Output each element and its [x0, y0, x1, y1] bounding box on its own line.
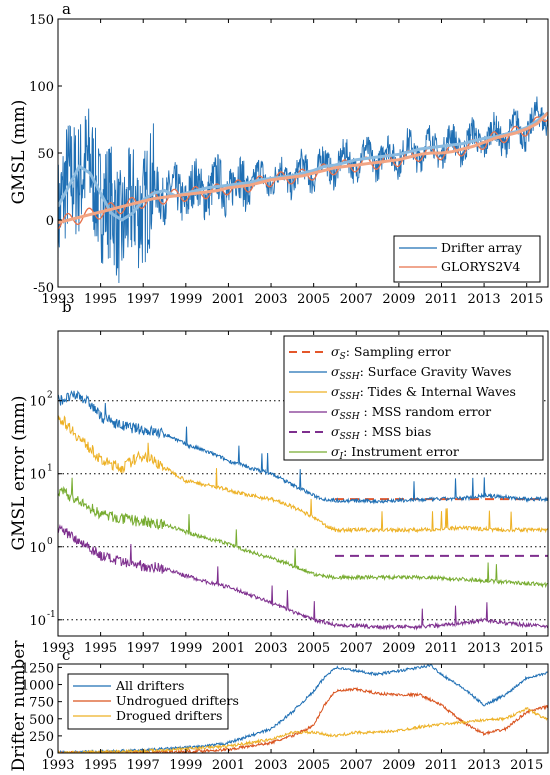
panel-a-xtick-label: 1993 — [41, 292, 74, 307]
panel-b-xtick-label: 1995 — [84, 641, 117, 656]
panel-c-label: c — [62, 646, 70, 664]
panel-a-legend-box — [393, 235, 541, 283]
panel-c-ytick-label: 500 — [29, 713, 54, 728]
panel-b: b GMSL error (mm) 1993 1995 1997 1999 2001 20… — [9, 298, 549, 656]
panel-c-ytick-label: 1000 — [21, 679, 54, 694]
panel-c: c Drifter number 1993 1995 1997 1999 2001 200… — [9, 640, 549, 773]
panel-b-reference-lines — [58, 400, 548, 621]
legend-label-drifter-array: Drifter array — [441, 240, 523, 255]
panel-a-xtick-label: 1995 — [84, 292, 117, 307]
panel-b-ylabel: GMSL error (mm) — [9, 396, 29, 551]
panel-b-xtick-label: 2003 — [254, 641, 287, 656]
legend-label-mss_random: σSSH : MSS random error — [331, 404, 491, 422]
panel-b-xtick-label: 1997 — [127, 641, 160, 656]
panel-b-xtick-label: 2007 — [340, 641, 373, 656]
legend-label-sampling: σS: Sampling error — [331, 344, 451, 362]
panel-a-legend: Drifter array GLORYS2V4 — [393, 235, 541, 283]
panel-a-xtick-label: 1999 — [169, 292, 202, 307]
panel-a: a GMSL (mm) 1993 1995 1997 1999 2001 2003 2005… — [9, 0, 549, 307]
panel-b-xtick-label: 1999 — [169, 641, 202, 656]
panel-a-ytick-label: 0 — [46, 214, 54, 229]
panel-c-xtick-label: 2015 — [510, 758, 543, 773]
panel-a-xtick-label: 2005 — [297, 292, 330, 307]
panel-c-xtick-label: 1995 — [84, 758, 117, 773]
panel-c-xtick-label: 2005 — [297, 758, 330, 773]
panel-c-axes-frame — [57, 663, 549, 754]
series-drifter-array-raw — [58, 96, 548, 284]
panel-a-xtick-label: 2003 — [254, 292, 287, 307]
panel-b-series — [58, 390, 548, 631]
legend-label-mss_bias: σSSH : MSS bias — [331, 424, 431, 442]
legend-label-all-drifters: All drifters — [115, 678, 184, 693]
panel-b-legend: σS: Sampling error σSSH: Surface Gravity … — [283, 335, 544, 462]
panel-c-ylabel: Drifter number — [9, 640, 29, 772]
panel-a-ytick-label: -50 — [33, 281, 54, 296]
panel-b-ytick-label: 10 — [29, 614, 46, 629]
series-mss_random — [58, 523, 548, 631]
series-tides — [58, 415, 548, 534]
panel-b-ytick-label: 10 — [29, 468, 46, 483]
legend-label-undrogued: Undrogued drifters — [116, 693, 239, 708]
panel-b-ytick-exponent: 0 — [47, 537, 53, 547]
legend-label-instrument: σI: Instrument error — [331, 444, 459, 462]
panel-b-axes-frame — [57, 330, 549, 637]
panel-c-ytick-label: 1250 — [21, 661, 54, 676]
panel-c-xtick-label: 2011 — [425, 758, 458, 773]
panel-b-label: b — [62, 298, 72, 316]
panel-c-xtick-label: 1993 — [41, 758, 74, 773]
panel-a-ytick-label: 50 — [37, 147, 54, 162]
panel-b-ytick-label: 10 — [29, 395, 46, 410]
panel-c-ytick-label: 0 — [46, 747, 54, 762]
panel-a-series — [58, 96, 548, 284]
series-ssh_waves — [58, 390, 548, 505]
panel-a-xtick-label: 2011 — [425, 292, 458, 307]
panel-b-ytick-exponent: 2 — [47, 391, 53, 401]
panel-a-ticks: 1993 1995 1997 1999 2001 2003 2005 2007 2009 2011… — [29, 13, 543, 307]
legend-label-drogued: Drogued drifters — [116, 708, 222, 723]
panel-a-xtick-label: 2013 — [468, 292, 501, 307]
panel-b-legend-items: σS: Sampling error σSSH: Surface Gravity … — [289, 344, 516, 462]
panel-b-ticks: 1993 1995 1997 1999 2001 2003 2005 2007 2009 2011… — [29, 331, 543, 656]
series-glorys — [58, 111, 548, 225]
panel-b-ytick-exponent: -1 — [47, 610, 56, 620]
panel-b-xtick-label: 2005 — [297, 641, 330, 656]
series-drogued-drifters — [58, 707, 548, 753]
panel-c-xtick-label: 2007 — [340, 758, 373, 773]
panel-b-xtick-label: 1993 — [41, 641, 74, 656]
panel-a-xtick-label: 2015 — [510, 292, 543, 307]
panel-c-xtick-label: 2009 — [382, 758, 415, 773]
panel-a-xtick-label: 2001 — [212, 292, 245, 307]
panel-a-xtick-label: 2007 — [340, 292, 373, 307]
panel-c-xtick-label: 2013 — [468, 758, 501, 773]
series-drifter-array — [58, 111, 548, 222]
panel-c-ytick-label: 250 — [29, 730, 54, 745]
panel-b-xtick-label: 2009 — [382, 641, 415, 656]
legend-label-tides: σSSH: Tides & Internal Waves — [331, 384, 516, 402]
panel-a-label: a — [62, 0, 71, 18]
panel-a-ytick-label: 100 — [29, 80, 54, 95]
panel-b-xtick-label: 2013 — [468, 641, 501, 656]
panel-c-ticks: 1993 1995 1997 1999 2001 2003 2005 2007 2009 2011… — [21, 661, 543, 773]
panel-b-ytick-exponent: 1 — [47, 464, 53, 474]
panel-b-xtick-label: 2011 — [425, 641, 458, 656]
panel-a-ylabel: GMSL (mm) — [9, 100, 29, 205]
panel-c-xtick-label: 2001 — [212, 758, 245, 773]
panel-a-ytick-label: 150 — [29, 13, 54, 28]
panel-b-xtick-label: 2001 — [212, 641, 245, 656]
legend-label-ssh_waves: σSSH: Surface Gravity Waves — [331, 364, 511, 382]
panel-c-xtick-label: 1999 — [169, 758, 202, 773]
panel-c-xtick-label: 1997 — [127, 758, 160, 773]
panel-c-legend: All drifters Undrogued drifters Drogued … — [67, 673, 239, 730]
panel-b-ytick-label: 10 — [29, 541, 46, 556]
panel-c-xtick-label: 2003 — [254, 758, 287, 773]
panel-a-xtick-label: 2009 — [382, 292, 415, 307]
legend-label-glorys: GLORYS2V4 — [441, 259, 520, 274]
panel-a-xtick-label: 1997 — [127, 292, 160, 307]
series-instrument — [58, 477, 548, 589]
panel-b-xtick-label: 2015 — [510, 641, 543, 656]
panel-b-legend-box — [283, 335, 544, 461]
panel-c-ytick-label: 750 — [29, 696, 54, 711]
